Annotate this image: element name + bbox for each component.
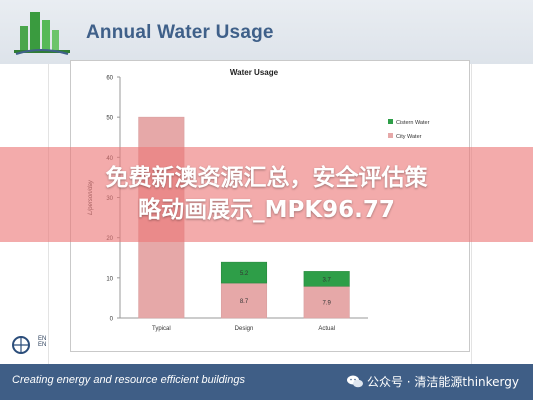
overlay-caption: 免费新澳资源汇总，安全评估策 略动画展示_MPK96.77 (0, 162, 533, 226)
y-tick-label: 10 (106, 276, 113, 282)
bar-cistern-water-actual (303, 271, 350, 287)
overlay-line-1: 免费新澳资源汇总，安全评估策 (105, 165, 428, 191)
watermark-text: 公众号 · 清洁能源thinkergy (366, 375, 519, 389)
x-tick-label: Design (235, 326, 254, 332)
data-label: 3.7 (322, 277, 331, 283)
legend-label: Cistern Water (396, 120, 430, 126)
overlay-line-2: 略动画展示_MPK96.77 (138, 197, 395, 223)
globe-logo-icon (12, 336, 30, 354)
y-tick-label: 60 (106, 76, 113, 82)
footer-tagline: Creating energy and resource efficient b… (12, 374, 245, 386)
legend-label: City Water (396, 134, 422, 140)
bar-cistern-water-design (220, 261, 268, 284)
legend-swatch (388, 133, 393, 138)
watermark: 公众号 · 清洁能源thinkergy (346, 373, 519, 390)
city-building-logo-icon (14, 12, 70, 55)
data-label: 8.7 (240, 299, 249, 305)
chart-title: Water Usage (230, 68, 279, 77)
wechat-icon (346, 375, 363, 388)
data-label: 5.2 (240, 271, 249, 277)
overlay-band (0, 147, 533, 242)
footer-bar: Creating energy and resource efficient b… (0, 364, 533, 400)
side-logo-text: EN EN (38, 336, 46, 348)
side-logo-line-1: EN (38, 336, 47, 342)
page-title: Annual Water Usage (86, 22, 274, 43)
x-tick-label: Typical (152, 326, 171, 332)
bar-city-water-actual (303, 285, 350, 319)
header-banner: Annual Water Usage (0, 0, 533, 64)
x-tick-label: Actual (318, 326, 335, 332)
legend-swatch (388, 119, 393, 124)
y-tick-label: 50 (106, 116, 113, 122)
y-tick-label: 0 (110, 317, 114, 323)
side-logo-line-2: EN (38, 342, 47, 348)
data-label: 7.9 (322, 301, 331, 307)
